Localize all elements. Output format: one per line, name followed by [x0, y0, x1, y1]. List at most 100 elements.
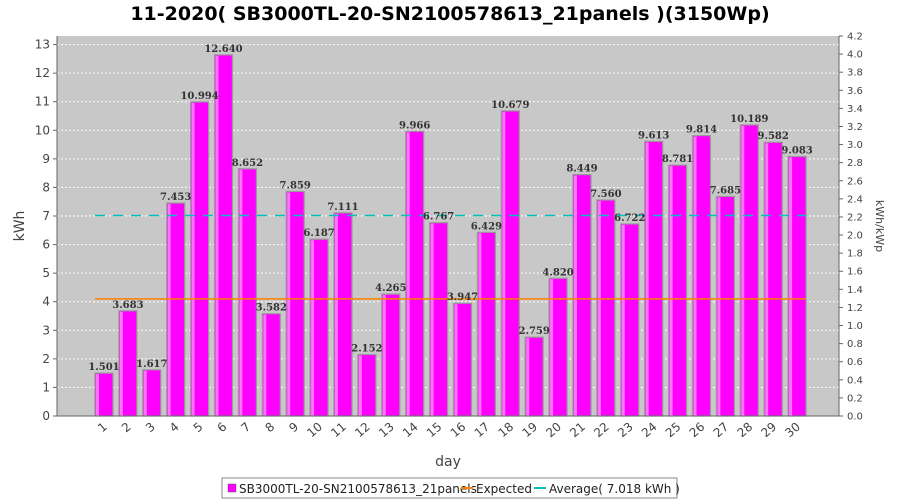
legend-item-bars: SB3000TL-20-SN2100578613_21panels	[239, 482, 477, 496]
y2-tick-label: 3.2	[847, 122, 863, 133]
bar-highlight	[406, 132, 410, 416]
y2-tick-label: 0.0	[847, 412, 863, 423]
bar-highlight	[717, 197, 721, 416]
data-label: 9.582	[758, 131, 789, 142]
bar-highlight	[741, 125, 745, 416]
data-label: 9.966	[399, 120, 430, 131]
y-tick-label: 11	[35, 95, 50, 109]
y2-tick-label: 2.4	[847, 194, 863, 205]
legend: SB3000TL-20-SN2100578613_21panels Expect…	[221, 477, 680, 499]
x-tick-label: 24	[639, 420, 660, 441]
data-label: 9.083	[781, 145, 812, 156]
bar-highlight	[645, 142, 649, 417]
data-label: 6.187	[303, 228, 334, 239]
legend-item-average: Average( 7.018 kWh )	[549, 482, 680, 496]
y-axis-right: 0.0 0.2 0.4 0.6 0.8 1.0 1.2 1.4 1.6 1.8 2.0 2.2 2.4 2…	[838, 32, 863, 423]
bar-highlight	[574, 175, 577, 416]
x-tick-label: 26	[687, 420, 708, 441]
y-tick-label: 13	[35, 38, 50, 52]
bar-highlight	[550, 279, 554, 416]
y-tick-label: 3	[42, 323, 50, 337]
data-label: 3.683	[112, 300, 143, 311]
data-label: 8.781	[662, 154, 693, 165]
data-label: 3.947	[447, 292, 478, 303]
bar-highlight	[215, 55, 219, 416]
bar-highlight	[621, 224, 625, 416]
data-label: 6.429	[471, 221, 502, 232]
x-tick-label: 9	[286, 420, 301, 436]
y2-axis-title: kWh/kWp	[873, 200, 886, 252]
data-label: 7.453	[160, 192, 191, 203]
data-label: 1.617	[136, 359, 167, 370]
data-label: 10.679	[491, 100, 529, 111]
data-label: 7.560	[590, 189, 621, 200]
data-label: 8.652	[232, 158, 263, 169]
y2-tick-label: 1.6	[847, 267, 863, 278]
data-label: 2.759	[519, 326, 550, 337]
y-tick-label: 5	[42, 266, 50, 280]
data-label: 7.859	[280, 180, 311, 191]
x-tick-label: 1	[95, 420, 110, 436]
y2-tick-label: 0.8	[847, 339, 863, 350]
y2-tick-label: 1.0	[847, 321, 863, 332]
x-axis-title: day	[435, 454, 461, 470]
bar-highlight	[502, 111, 506, 416]
bar-highlight	[119, 311, 123, 416]
y2-tick-label: 0.2	[847, 393, 863, 404]
bar-highlight	[143, 370, 147, 416]
x-tick-label: 21	[567, 420, 588, 441]
bar-highlight	[191, 102, 195, 416]
data-label: 9.814	[686, 125, 717, 136]
y2-tick-label: 3.8	[847, 68, 863, 79]
x-tick-label: 10	[304, 420, 325, 441]
y2-tick-label: 1.8	[847, 249, 863, 260]
y-tick-label: 4	[42, 295, 50, 309]
bar-highlight	[167, 204, 171, 416]
y-tick-label: 2	[42, 352, 50, 366]
data-label: 8.449	[566, 164, 597, 175]
bar-highlight	[789, 157, 793, 416]
bar-highlight	[263, 314, 267, 416]
reference-lines	[95, 214, 807, 300]
x-tick-label: 4	[167, 420, 182, 436]
x-tick-label: 17	[472, 420, 493, 441]
x-tick-label: 16	[448, 420, 469, 441]
x-tick-label: 25	[663, 420, 684, 441]
x-tick-label: 29	[758, 420, 779, 441]
data-label: 4.820	[542, 267, 573, 278]
x-tick-label: 13	[376, 420, 397, 441]
bar-highlight	[382, 295, 386, 416]
bars	[94, 54, 807, 417]
y-tick-label: 8	[42, 180, 50, 194]
y2-tick-label: 2.6	[847, 176, 863, 187]
y2-tick-label: 3.4	[847, 104, 863, 115]
data-label: 6.722	[614, 213, 645, 224]
bar-highlight	[358, 355, 362, 416]
data-label: 1.501	[88, 362, 119, 373]
bar-highlight	[765, 143, 769, 416]
y2-tick-label: 3.6	[847, 86, 863, 97]
y2-tick-label: 1.2	[847, 303, 863, 314]
chart-title: 11-2020( SB3000TL-20-SN2100578613_21pane…	[130, 3, 769, 25]
y2-tick-label: 2.8	[847, 158, 863, 169]
x-tick-label: 27	[711, 420, 732, 441]
data-labels: 1.501 3.683 1.617 7.453 10.994 12.640 8.652 3.5…	[88, 44, 812, 373]
y-tick-label: 12	[35, 66, 50, 80]
bar-highlight	[96, 374, 99, 416]
x-tick-label: 7	[238, 420, 253, 436]
bar-highlight	[454, 304, 458, 416]
bar-highlight	[526, 338, 530, 416]
data-label: 10.994	[180, 91, 218, 102]
y2-tick-label: 0.6	[847, 357, 863, 368]
bar-highlight	[478, 233, 482, 416]
y-tick-label: 10	[35, 123, 50, 137]
x-tick-label: 14	[400, 420, 421, 441]
x-tick-label: 18	[496, 420, 517, 441]
bar-highlight	[335, 213, 338, 416]
data-label: 7.685	[710, 185, 741, 196]
y2-tick-label: 2.2	[847, 212, 863, 223]
y-axis-title: kWh	[12, 211, 28, 242]
y-tick-label: 9	[42, 152, 50, 166]
